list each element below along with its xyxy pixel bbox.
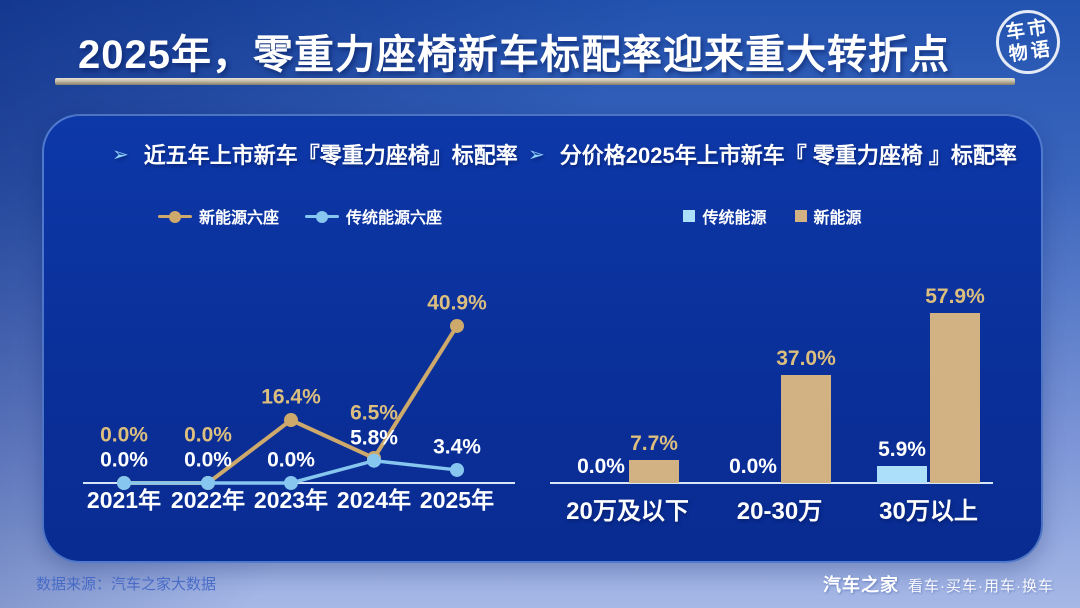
line-dot-marker-icon (157, 210, 192, 223)
data-point (367, 453, 381, 468)
data-point (201, 476, 215, 490)
right-chart-title: ➢ 分价格2025年上市新车『 零重力座椅 』标配率 (528, 138, 1017, 170)
bar-新能源 (930, 313, 980, 483)
value-label: 0.0% (184, 449, 232, 472)
value-label: 5.9% (878, 438, 926, 461)
x-tick-label: 2025年 (420, 487, 494, 513)
value-label: 7.7% (630, 432, 678, 455)
arrow-icon: ➢ (528, 143, 545, 166)
bar-新能源 (781, 375, 831, 483)
legend-label: 新能源六座 (198, 210, 279, 227)
data-point (450, 318, 464, 333)
value-label: 5.8% (350, 426, 398, 449)
value-label: 3.4% (433, 435, 481, 458)
brand-tagline: 看车·买车·用车·换车 (908, 578, 1054, 595)
value-label: 0.0% (729, 455, 777, 478)
right-chart-title-text: 分价格2025年上市新车『 零重力座椅 』标配率 (559, 143, 1017, 168)
brand-footer: 汽车之家 看车·买车·用车·换车 (823, 571, 1054, 597)
line-chart: 0.0% 0.0% 2021年 0.0% 0.0% 2022年 0.0% 16.4% 2023年… (75, 280, 525, 515)
legend-item-nev: 新能源 (794, 204, 862, 228)
legend-item-ice: 传统能源 (683, 204, 767, 228)
data-source-note: 数据来源：汽车之家大数据 (36, 576, 217, 593)
value-label: 0.0% (267, 449, 315, 472)
square-marker-icon (683, 210, 696, 222)
legend-item-ice-6seat: 传统能源六座 (305, 204, 442, 228)
value-label: 57.9% (925, 285, 985, 308)
value-label: 40.9% (427, 291, 487, 314)
data-point (284, 476, 298, 490)
value-label: 16.4% (261, 386, 321, 409)
line-dot-marker-icon (305, 210, 339, 223)
arrow-icon: ➢ (112, 143, 129, 166)
line-chart-svg: 0.0%0.0%2021年0.0%0.0%2022年0.0%16.4%2023年… (83, 291, 515, 513)
left-chart-title: ➢ 近五年上市新车『零重力座椅』标配率 (112, 138, 518, 170)
x-tick-label: 2023年 (254, 487, 328, 513)
square-marker-icon (794, 210, 807, 222)
x-axis-line (550, 482, 993, 484)
x-tick-label: 2022年 (171, 487, 245, 513)
legend-label: 传统能源 (702, 210, 767, 227)
legend-label: 传统能源六座 (346, 210, 443, 227)
x-tick-label: 20-30万 (736, 498, 823, 525)
header-divider (55, 78, 1015, 85)
x-tick-label: 20万及以下 (566, 498, 689, 525)
bar-传统能源 (877, 466, 927, 483)
legend-item-nev-6seat: 新能源六座 (157, 204, 279, 228)
legend-label: 新能源 (813, 210, 862, 227)
value-label: 0.0% (184, 424, 232, 447)
data-point (284, 413, 298, 428)
x-tick-label: 30万以上 (879, 498, 978, 525)
value-label: 0.0% (100, 449, 148, 472)
page-title: 2025年，零重力座椅新车标配率迎来重大转折点 (78, 33, 950, 77)
left-chart-legend: 新能源六座 传统能源六座 (75, 204, 525, 228)
data-point (117, 476, 131, 490)
value-label: 0.0% (577, 455, 625, 478)
value-label: 0.0% (100, 424, 148, 447)
brand-logo-text: 汽车之家 (823, 575, 899, 595)
data-point (450, 462, 464, 477)
value-label: 6.5% (350, 401, 398, 424)
right-chart-legend: 传统能源 新能源 (545, 204, 1000, 228)
x-tick-label: 2024年 (337, 487, 411, 513)
bar-新能源 (629, 460, 679, 483)
left-chart-title-text: 近五年上市新车『零重力座椅』标配率 (143, 143, 518, 168)
bar-chart: 0.0% 7.7% 20万及以下 0.0% 37.0% 20-30万 5.9% 57.9% 30… (545, 280, 1000, 525)
value-label: 37.0% (776, 347, 836, 370)
x-tick-label: 2021年 (87, 487, 161, 513)
